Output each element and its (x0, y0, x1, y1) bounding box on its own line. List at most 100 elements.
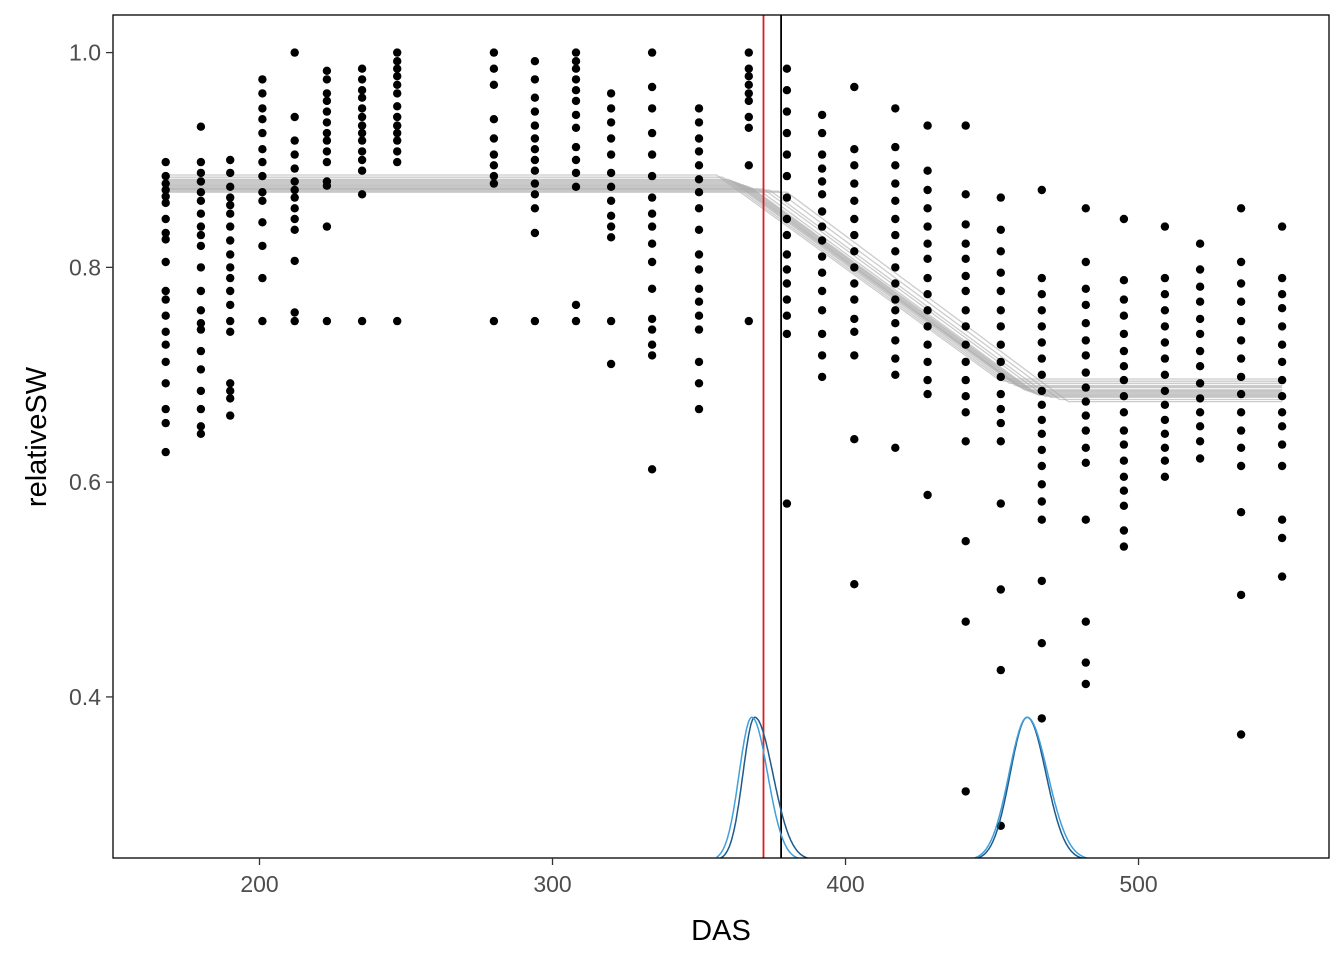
data-point (817, 190, 827, 199)
data-point (530, 134, 540, 143)
data-point (161, 185, 170, 195)
y-axis: 0.4 0.6 0.8 1.0 (69, 40, 113, 710)
data-point (694, 379, 704, 388)
data-point (1037, 415, 1047, 425)
data-point (258, 241, 267, 251)
data-point (258, 196, 267, 205)
x-tick-label: 300 (533, 871, 571, 897)
data-point (530, 57, 540, 66)
data-point (161, 379, 170, 388)
fit-line-3 (165, 178, 1283, 384)
data-point (694, 161, 704, 170)
data-point (1037, 290, 1047, 299)
data-point (647, 325, 657, 334)
data-point (1119, 526, 1129, 535)
data-point (1277, 290, 1287, 299)
data-point (196, 263, 206, 272)
data-point (1277, 408, 1287, 417)
data-point (258, 128, 267, 138)
data-point (226, 379, 235, 388)
data-point (322, 316, 332, 326)
data-point (647, 351, 657, 360)
data-point (647, 257, 657, 267)
data-point (196, 365, 206, 374)
data-point (290, 316, 299, 326)
data-point (1277, 533, 1287, 543)
fit-lines (165, 174, 1283, 403)
data-point (1236, 336, 1246, 345)
data-point (322, 118, 332, 127)
data-point (196, 168, 206, 178)
data-point (1081, 284, 1091, 293)
data-point (161, 295, 170, 304)
data-point (226, 411, 235, 420)
data-point (694, 284, 704, 293)
data-point (1037, 639, 1047, 648)
data-point (1081, 336, 1091, 345)
data-point (1037, 576, 1047, 586)
data-point (290, 225, 299, 234)
data-point (226, 182, 235, 191)
data-point (1236, 730, 1246, 739)
data-point (1119, 375, 1129, 385)
data-point (606, 222, 616, 231)
data-point (1277, 357, 1287, 367)
data-point (196, 319, 206, 328)
data-point (694, 311, 704, 320)
data-point (923, 239, 932, 248)
data-point (357, 64, 367, 73)
data-point (744, 72, 753, 81)
data-point (322, 147, 332, 156)
data-point (817, 268, 827, 277)
data-point (1037, 480, 1047, 489)
data-point (1195, 379, 1205, 388)
reference-lines (762, 15, 782, 858)
data-point (571, 110, 581, 120)
data-point (1081, 319, 1091, 328)
fit-line-14 (165, 189, 1283, 398)
data-point (161, 228, 170, 238)
data-point (891, 161, 900, 170)
data-point (571, 96, 581, 106)
data-point (1037, 461, 1047, 471)
data-point (891, 306, 900, 315)
data-point (1195, 422, 1205, 431)
x-axis: 200 300 400 500 (240, 858, 1158, 897)
data-point (1195, 297, 1205, 306)
data-point (817, 177, 827, 186)
data-point (1277, 273, 1287, 283)
data-point (161, 198, 170, 208)
data-point (489, 179, 499, 188)
data-point (258, 104, 267, 113)
data-point (1119, 346, 1129, 356)
data-point (489, 64, 499, 73)
data-point (322, 222, 332, 231)
data-point (1236, 408, 1246, 417)
data-point (817, 306, 827, 315)
fit-line-4 (165, 179, 1283, 387)
data-point (891, 196, 900, 205)
data-point (850, 327, 859, 336)
data-point (996, 389, 1005, 399)
data-point (393, 128, 402, 138)
data-point (782, 64, 792, 73)
data-point (961, 239, 970, 248)
data-point (571, 75, 581, 84)
data-point (1081, 515, 1091, 524)
data-point (290, 150, 299, 159)
data-point (923, 273, 932, 283)
data-point (226, 222, 235, 231)
data-point (1119, 362, 1129, 371)
data-point (161, 327, 170, 336)
data-point (258, 273, 267, 283)
data-point (923, 185, 932, 195)
data-point (322, 66, 332, 76)
data-point (694, 250, 704, 259)
data-point (1277, 515, 1287, 524)
data-point (782, 499, 792, 508)
data-point (1236, 590, 1246, 600)
data-point (891, 263, 900, 272)
data-point (196, 122, 206, 131)
data-point (1160, 222, 1170, 231)
data-point (571, 123, 581, 132)
